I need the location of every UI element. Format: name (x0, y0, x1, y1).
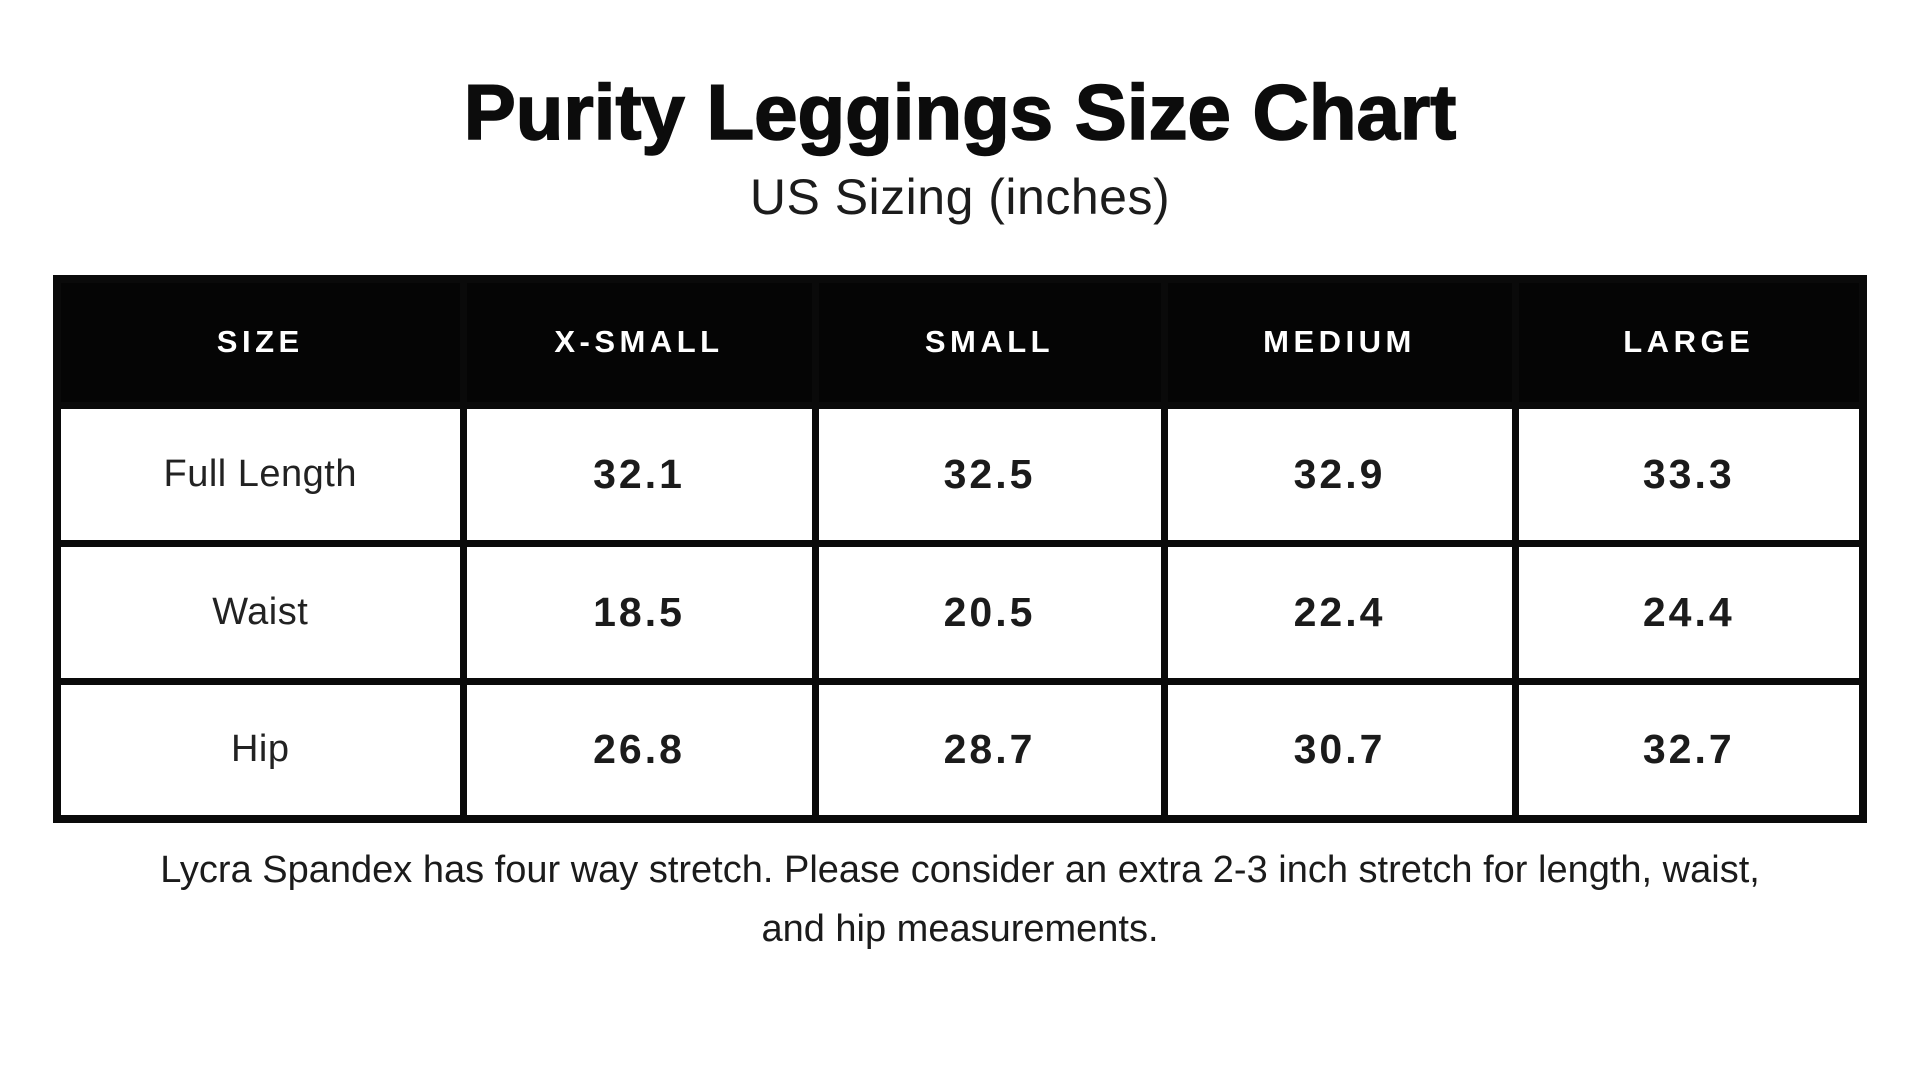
cell-full-length-medium: 32.9 (1160, 401, 1519, 547)
table-row-hip: Hip 26.8 28.7 30.7 32.7 (53, 677, 1867, 823)
column-header-medium: MEDIUM (1160, 275, 1519, 409)
table-header-row: SIZE X-SMALL SMALL MEDIUM LARGE (53, 275, 1867, 409)
page-subtitle: US Sizing (inches) (749, 169, 1171, 226)
table-row-full-length: Full Length 32.1 32.5 32.9 33.3 (53, 401, 1867, 547)
cell-full-length-large: 33.3 (1511, 401, 1867, 547)
cell-waist-x-small: 18.5 (459, 539, 819, 685)
row-label-full-length: Full Length (53, 401, 467, 547)
cell-full-length-x-small: 32.1 (459, 401, 819, 547)
cell-full-length-small: 32.5 (811, 401, 1168, 547)
column-header-size: SIZE (53, 275, 467, 409)
cell-hip-large: 32.7 (1511, 677, 1867, 823)
cell-hip-x-small: 26.8 (459, 677, 819, 823)
cell-waist-medium: 22.4 (1160, 539, 1519, 685)
table-row-waist: Waist 18.5 20.5 22.4 24.4 (53, 539, 1867, 685)
page-title: Purity Leggings Size Chart (463, 68, 1457, 156)
stretch-note-line-1: Lycra Spandex has four way stretch. Plea… (160, 849, 1760, 892)
cell-hip-small: 28.7 (811, 677, 1168, 823)
stretch-note-line-2: and hip measurements. (761, 908, 1159, 951)
cell-waist-small: 20.5 (811, 539, 1168, 685)
cell-hip-medium: 30.7 (1160, 677, 1519, 823)
row-label-waist: Waist (53, 539, 467, 685)
column-header-large: LARGE (1511, 275, 1867, 409)
column-header-small: SMALL (811, 275, 1168, 409)
row-label-hip: Hip (53, 677, 467, 823)
size-chart-table: SIZE X-SMALL SMALL MEDIUM LARGE Full Len… (53, 275, 1867, 824)
column-header-x-small: X-SMALL (459, 275, 819, 409)
stretch-note: Lycra Spandex has four way stretch. Plea… (0, 841, 1920, 959)
cell-waist-large: 24.4 (1511, 539, 1867, 685)
